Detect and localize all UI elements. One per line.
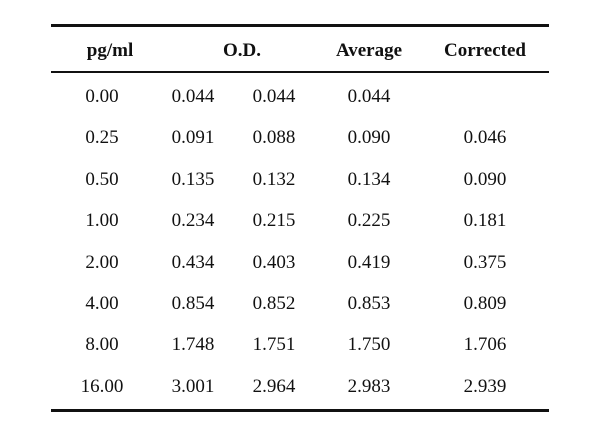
cell-concentration: 4.00 xyxy=(85,292,119,314)
cell-corrected: 0.181 xyxy=(463,210,507,232)
cell-od1: 0.091 xyxy=(171,127,215,149)
table-row: 16.00 3.001 2.964 2.983 2.939 xyxy=(51,368,549,409)
cell-od2: 1.751 xyxy=(252,334,296,356)
cell-average: 0.853 xyxy=(347,292,391,314)
table-row: 0.25 0.091 0.088 0.090 0.046 xyxy=(51,119,549,160)
header-concentration: pg/ml xyxy=(86,40,134,61)
cell-od2: 0.088 xyxy=(252,127,296,149)
cell-od2: 0.403 xyxy=(252,251,296,273)
cell-corrected: 2.939 xyxy=(463,375,507,397)
header-od: O.D. xyxy=(223,40,261,61)
cell-average: 1.750 xyxy=(347,334,391,356)
cell-corrected: 0.809 xyxy=(463,292,507,314)
cell-corrected: 0.046 xyxy=(463,127,507,149)
table-bottom-rule xyxy=(51,409,549,413)
cell-corrected: 0.090 xyxy=(463,168,507,190)
cell-average: 0.090 xyxy=(347,127,391,149)
cell-concentration: 2.00 xyxy=(85,251,119,273)
cell-od1: 1.748 xyxy=(171,334,215,356)
header-average: Average xyxy=(335,40,403,61)
cell-concentration: 0.50 xyxy=(85,168,119,190)
table-body: 0.00 0.044 0.044 0.044 0.25 0.091 0.088 … xyxy=(51,78,549,409)
cell-od1: 0.854 xyxy=(171,292,215,314)
cell-average: 0.225 xyxy=(347,210,391,232)
cell-corrected: 0.375 xyxy=(463,251,507,273)
cell-average: 0.044 xyxy=(347,86,391,107)
table-row: 1.00 0.234 0.215 0.225 0.181 xyxy=(51,202,549,243)
cell-od1: 0.434 xyxy=(171,251,215,273)
table-row: 4.00 0.854 0.852 0.853 0.809 xyxy=(51,285,549,326)
table-row: 0.00 0.044 0.044 0.044 xyxy=(51,78,549,119)
table-top-rule xyxy=(51,24,549,27)
cell-concentration: 0.25 xyxy=(85,127,119,149)
cell-average: 0.134 xyxy=(347,168,391,190)
cell-od2: 0.215 xyxy=(252,210,296,232)
cell-concentration: 8.00 xyxy=(85,334,119,356)
table-row: 2.00 0.434 0.403 0.419 0.375 xyxy=(51,244,549,285)
cell-average: 2.983 xyxy=(347,375,391,397)
cell-od1: 0.234 xyxy=(171,210,215,232)
cell-od2: 0.852 xyxy=(252,292,296,314)
table-header-row: pg/ml O.D. Average Corrected xyxy=(51,27,549,71)
cell-concentration: 0.00 xyxy=(85,86,119,107)
cell-corrected: 1.706 xyxy=(463,334,507,356)
cell-od1: 0.135 xyxy=(171,168,215,190)
cell-concentration: 16.00 xyxy=(80,375,124,397)
cell-concentration: 1.00 xyxy=(85,210,119,232)
table-row: 0.50 0.135 0.132 0.134 0.090 xyxy=(51,161,549,202)
cell-od2: 0.044 xyxy=(252,86,296,107)
cell-od1: 3.001 xyxy=(171,375,215,397)
table-row: 8.00 1.748 1.751 1.750 1.706 xyxy=(51,326,549,367)
cell-od2: 0.132 xyxy=(252,168,296,190)
cell-od2: 2.964 xyxy=(252,375,296,397)
header-corrected: Corrected xyxy=(444,40,526,61)
table-header-rule xyxy=(51,71,549,73)
cell-average: 0.419 xyxy=(347,251,391,273)
cell-od1: 0.044 xyxy=(171,86,215,107)
data-table: pg/ml O.D. Average Corrected 0.00 0.044 … xyxy=(51,24,549,413)
